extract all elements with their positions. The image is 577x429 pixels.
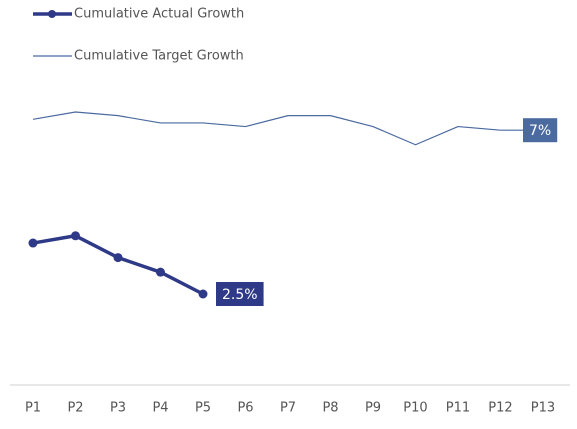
x-tick-label: P9 <box>365 401 381 416</box>
value-label-box <box>216 282 264 306</box>
x-tick-label: P3 <box>110 401 126 416</box>
x-tick-label: P8 <box>322 401 338 416</box>
value-label: 7% <box>529 123 551 139</box>
legend-label: Cumulative Target Growth <box>74 49 244 64</box>
x-tick-label: P4 <box>152 401 168 416</box>
x-tick-label: P1 <box>25 401 41 416</box>
value-label-box <box>523 118 558 143</box>
x-tick-label: P5 <box>195 401 211 416</box>
point <box>28 238 38 248</box>
point <box>113 253 123 263</box>
x-tick-label: P2 <box>67 401 83 416</box>
point <box>198 289 208 299</box>
x-tick-label: P10 <box>403 401 427 416</box>
legend-label: Cumulative Actual Growth <box>74 7 244 22</box>
x-tick-label: P6 <box>237 401 253 416</box>
x-tick-label: P12 <box>488 401 512 416</box>
x-tick-label: P11 <box>446 401 470 416</box>
x-tick-label: P13 <box>531 401 555 416</box>
legend-marker <box>48 10 56 18</box>
value-label: 2.5% <box>222 287 258 303</box>
x-tick-label: P7 <box>280 401 296 416</box>
point <box>156 267 165 277</box>
point <box>71 231 80 241</box>
series-line <box>32 111 543 146</box>
series-line <box>32 234 204 296</box>
